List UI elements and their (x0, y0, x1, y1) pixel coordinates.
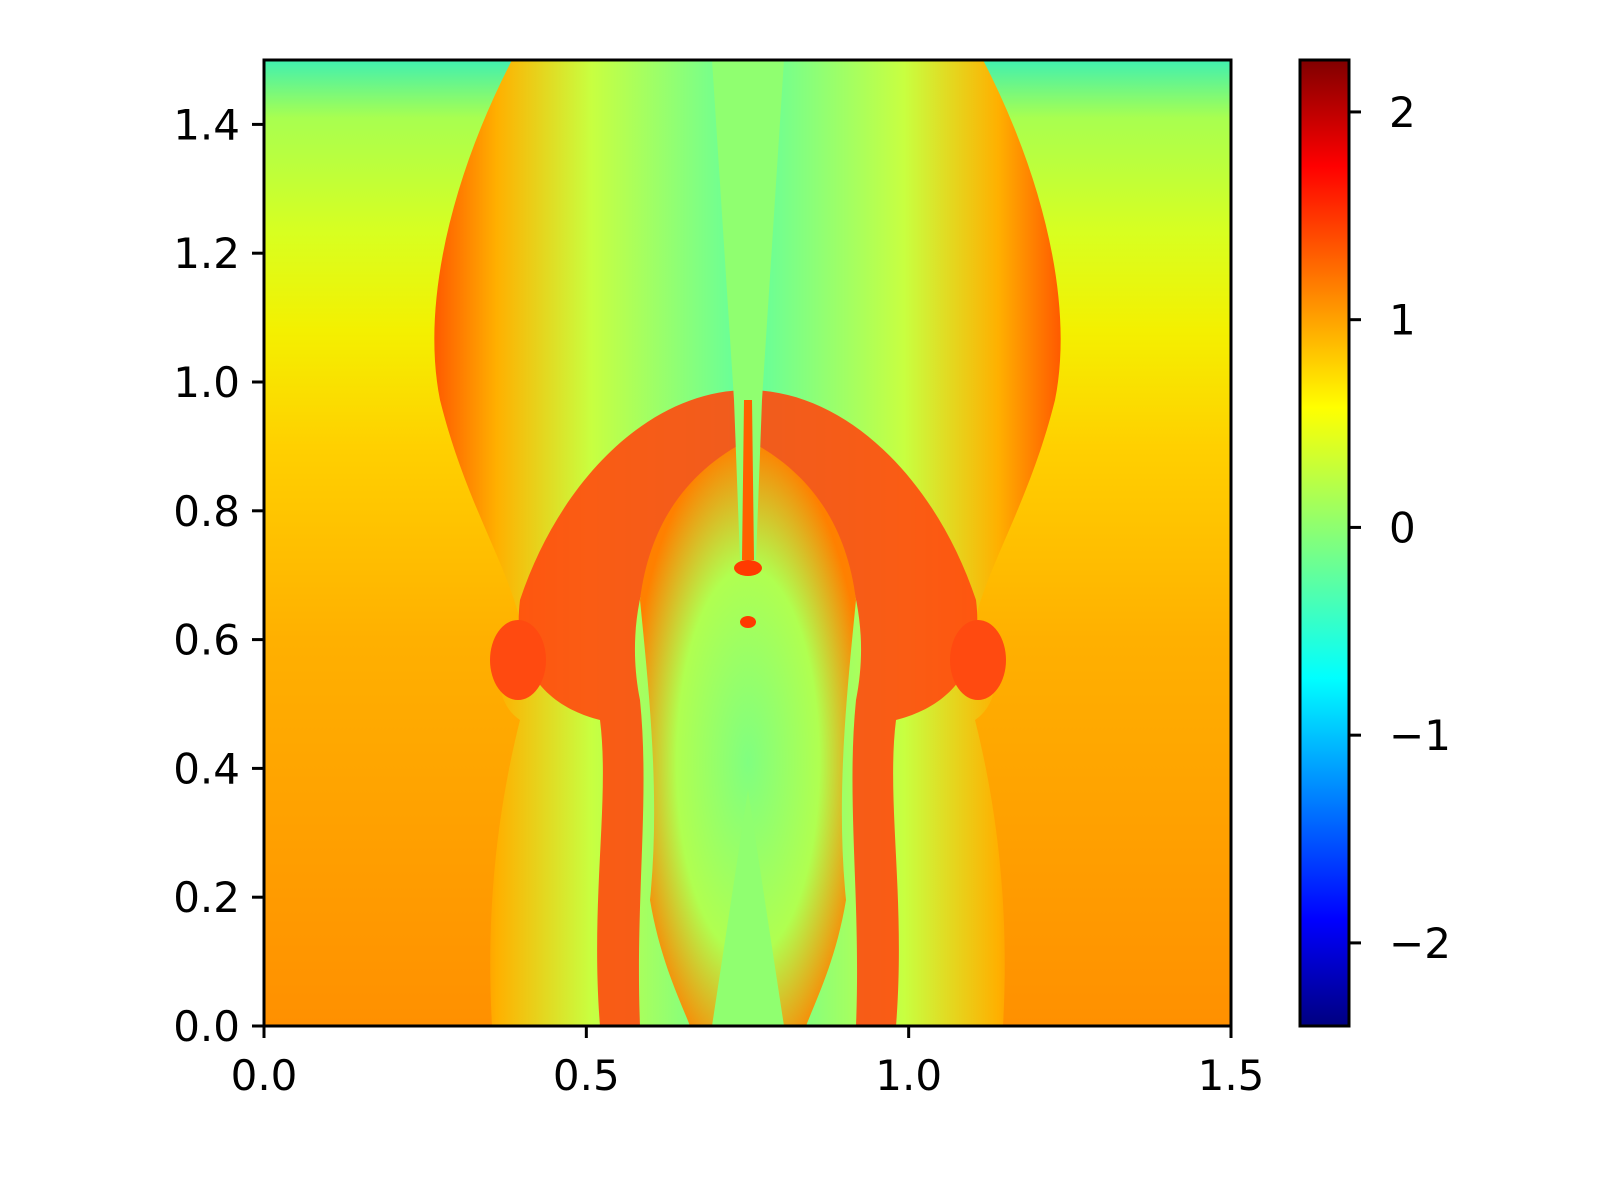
inner-arc-left (518, 390, 748, 1026)
y-tick-label: 1.0 (173, 358, 240, 407)
central-jet (712, 60, 784, 560)
y-tick-label: 1.4 (173, 100, 240, 149)
colorbar-tick-label: 1 (1389, 296, 1416, 345)
central-filament (742, 400, 754, 560)
y-tick-label: 0.4 (173, 744, 240, 793)
colorbar-tick-label: 0 (1389, 503, 1416, 552)
colorbar-tick-label: −1 (1389, 711, 1451, 760)
inner-arc-right (748, 390, 978, 1026)
colorbar (1298, 58, 1351, 1028)
y-tick-label: 0.2 (173, 873, 240, 922)
core-knot-upper (734, 560, 762, 576)
heatmap-field (264, 60, 1231, 1026)
x-tick-label: 1.0 (875, 1051, 942, 1100)
lower-jet (712, 790, 784, 1026)
colorbar-tick-label: 2 (1389, 88, 1416, 137)
side-knot-left (490, 620, 546, 700)
colorbar-axis: 2 1 0 −1 −2 (1349, 88, 1451, 968)
y-axis: 0.0 0.2 0.4 0.6 0.8 1.0 1.2 1.4 (173, 100, 264, 1051)
colorbar-tick-label: −2 (1389, 919, 1451, 968)
x-tick-label: 0.5 (553, 1051, 620, 1100)
y-tick-label: 1.2 (173, 229, 240, 278)
x-tick-label: 0.0 (231, 1051, 298, 1100)
y-tick-label: 0.0 (173, 1002, 240, 1051)
inner-core (640, 440, 856, 1026)
plot-frame (262, 58, 1233, 1028)
y-tick-label: 0.8 (173, 487, 240, 536)
core-knot-lower (740, 616, 756, 628)
y-tick-label: 0.6 (173, 616, 240, 665)
x-tick-label: 1.5 (1198, 1051, 1265, 1100)
side-knot-right (950, 620, 1006, 700)
x-axis: 0.0 0.5 1.0 1.5 (231, 1026, 1265, 1100)
